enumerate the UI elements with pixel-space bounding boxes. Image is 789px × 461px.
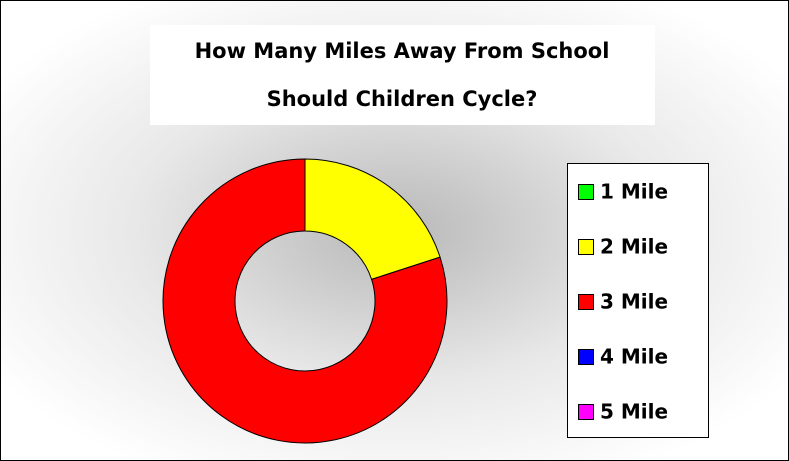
legend-label: 5 Mile (600, 400, 668, 424)
legend-label: 4 Mile (600, 345, 668, 369)
legend-swatch (578, 184, 594, 200)
legend-label: 2 Mile (600, 235, 668, 259)
legend-swatch (578, 294, 594, 310)
chart-title: Should Children Cycle? (267, 87, 538, 111)
legend-label: 1 Mile (600, 180, 668, 204)
legend-swatch (578, 239, 594, 255)
chart-title: How Many Miles Away From School (195, 39, 610, 63)
legend-label: 3 Mile (600, 290, 668, 314)
donut-slice (162, 158, 448, 444)
legend-swatch (578, 349, 594, 365)
title-box (150, 25, 655, 125)
legend-swatch (578, 404, 594, 420)
donut-slice (304, 158, 441, 280)
